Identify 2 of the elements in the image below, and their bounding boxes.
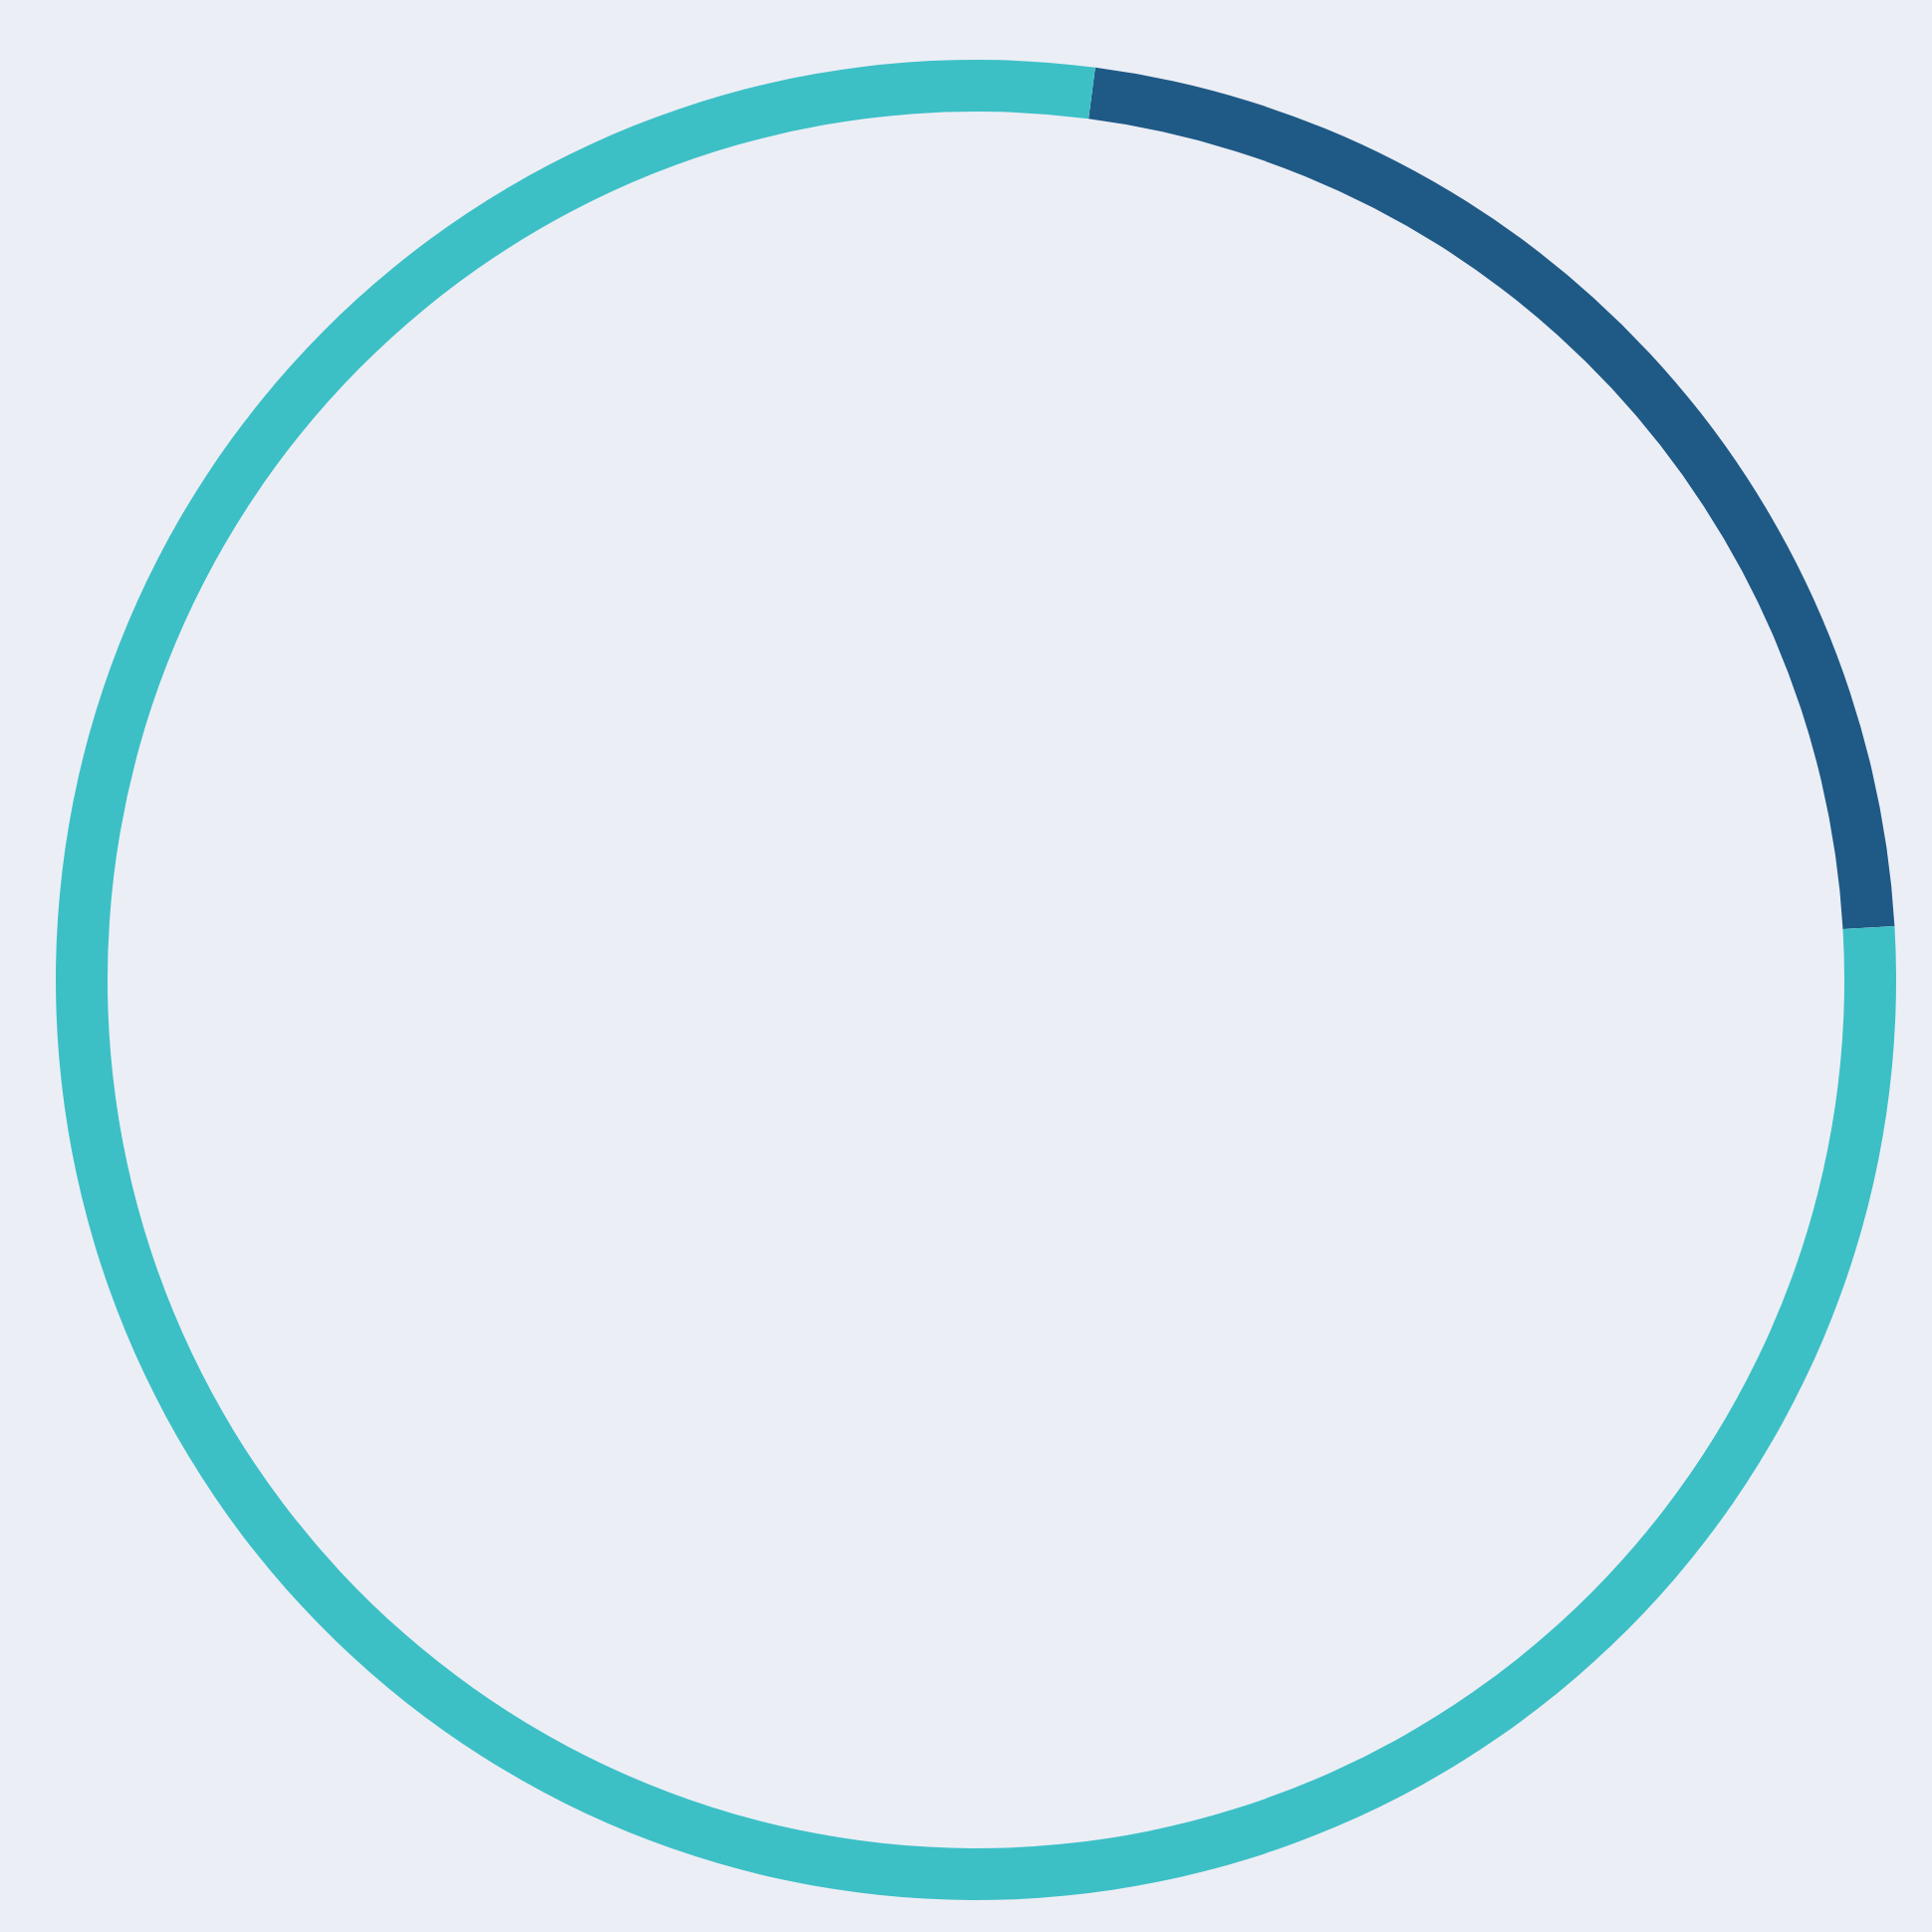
donut-slice [56, 60, 1895, 1899]
donut-slice [1088, 67, 1895, 930]
